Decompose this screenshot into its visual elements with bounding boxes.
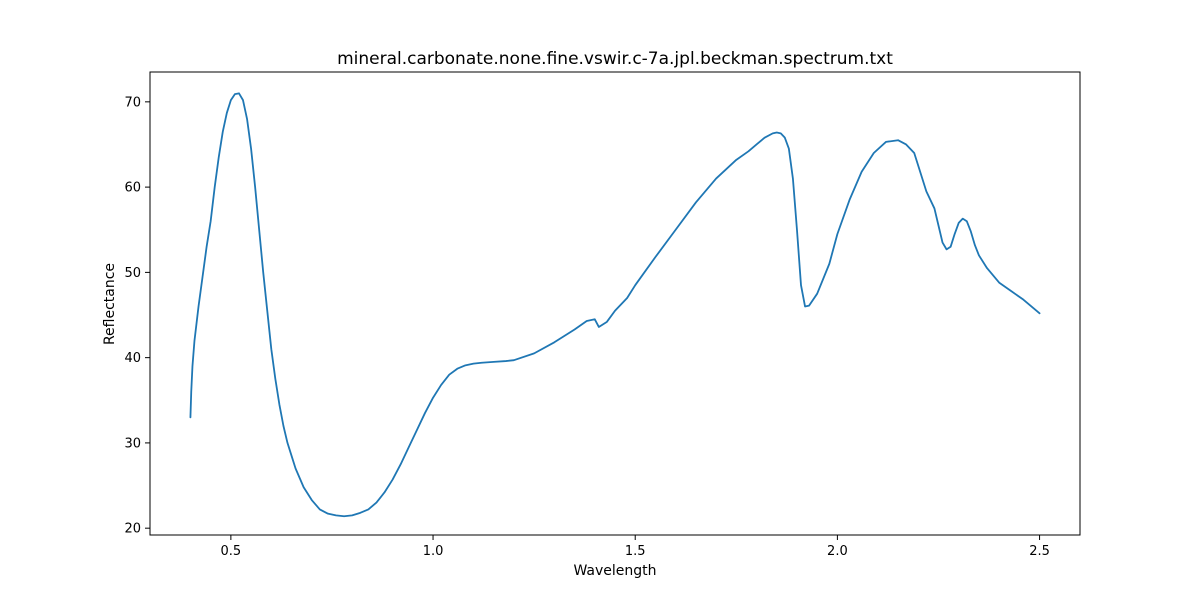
x-tick-label: 1.0: [423, 544, 444, 559]
plot-area: [149, 71, 1081, 536]
x-tick-label: 2.0: [827, 544, 848, 559]
y-tick-label: 30: [124, 436, 141, 451]
y-axis-label: Reflectance: [102, 263, 118, 345]
y-tick-label: 50: [124, 266, 141, 281]
chart-title: mineral.carbonate.none.fine.vswir.c-7a.j…: [337, 49, 893, 69]
axes-frame: [149, 71, 1081, 536]
y-tick-label: 70: [124, 95, 141, 110]
x-tick-label: 2.5: [1029, 544, 1050, 559]
y-tick-label: 20: [124, 522, 141, 537]
x-tick-label: 1.5: [625, 544, 646, 559]
series-line-0: [189, 92, 1041, 518]
x-axis-label: Wavelength: [573, 563, 656, 579]
x-tick-label: 0.5: [221, 544, 242, 559]
y-tick-label: 60: [124, 181, 141, 196]
x-axis-ticks: 0.5 1.0 1.5 2.0 2.5: [221, 535, 1050, 559]
y-axis-ticks: 20 30 40 50 60 70: [124, 95, 150, 537]
y-tick-label: 40: [124, 351, 141, 366]
